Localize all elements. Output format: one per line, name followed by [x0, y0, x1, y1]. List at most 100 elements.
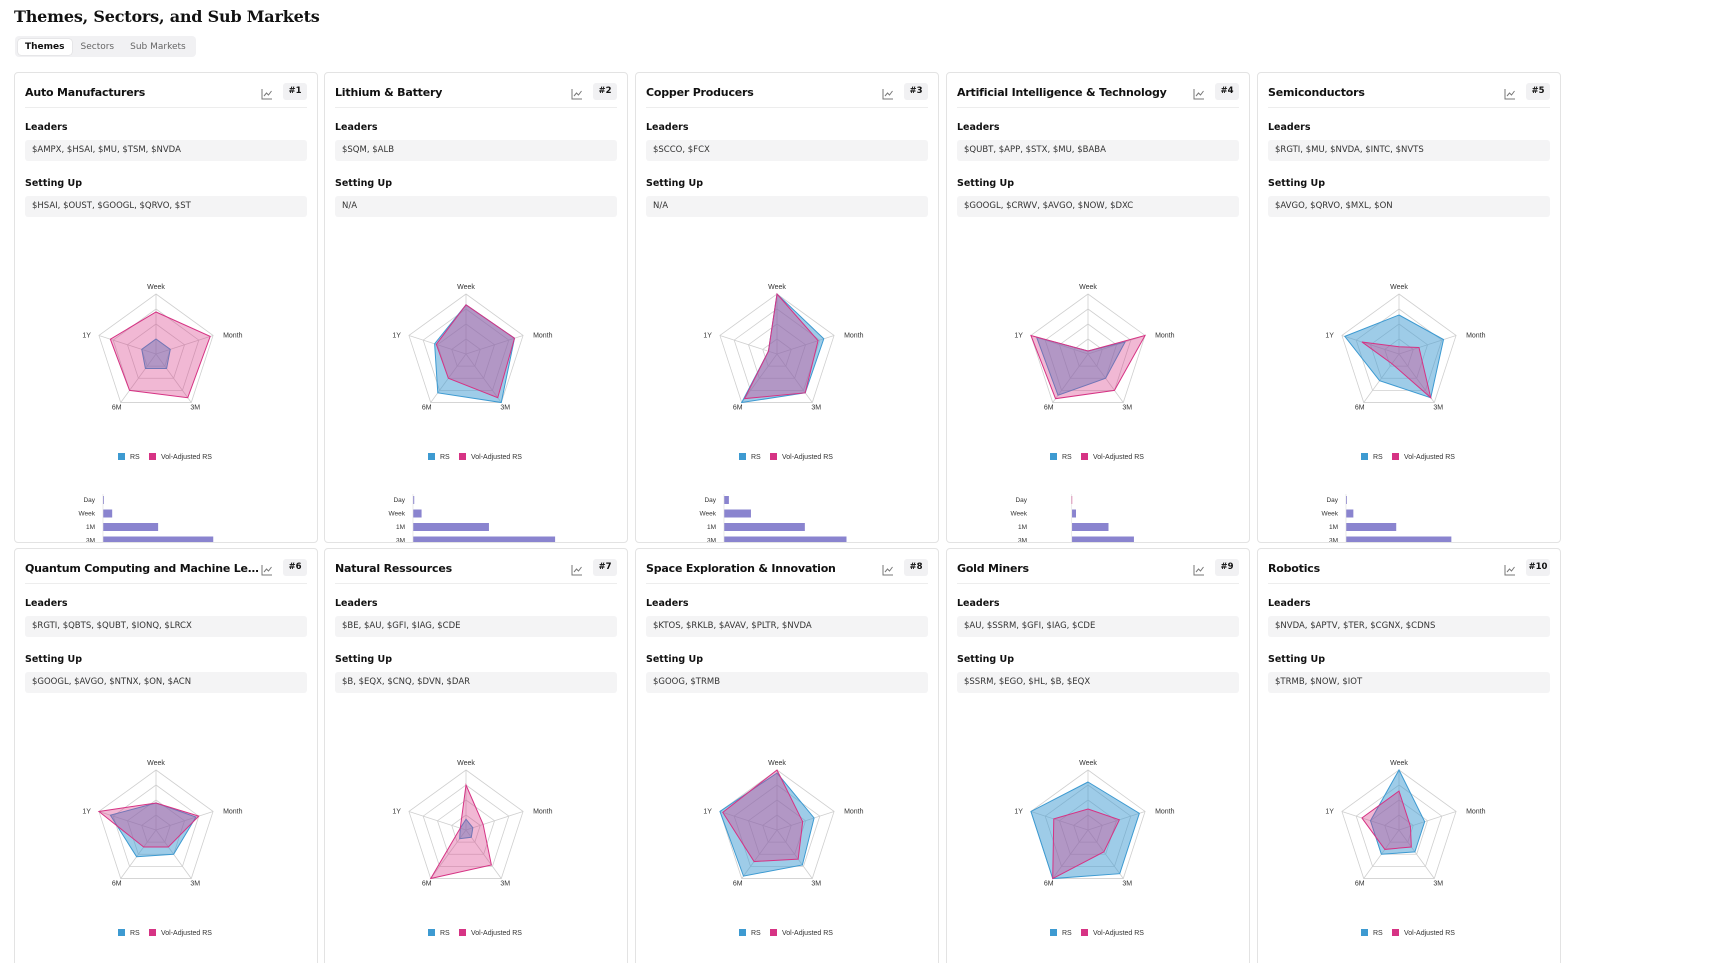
radar-axis-label: 3M: [1122, 881, 1132, 888]
radar-grid-ring: [1341, 293, 1457, 403]
radar-axis-label: Month: [223, 332, 243, 339]
bar: [103, 523, 159, 531]
radar-series-vol-adjusted-rs: [97, 802, 200, 848]
setting-up-label: Setting Up: [646, 178, 704, 189]
radar-axis-label: 1Y: [82, 808, 91, 815]
tab-themes[interactable]: Themes: [18, 38, 72, 55]
radar-axis-label: 3M: [1433, 405, 1443, 412]
leaders-label: Leaders: [25, 122, 68, 133]
rank-badge: #5: [1526, 83, 1550, 100]
line-chart-icon[interactable]: [882, 87, 894, 100]
card-title: Copper Producers: [646, 86, 754, 99]
rank-badge: #10: [1526, 559, 1550, 576]
bar: [1071, 509, 1076, 518]
leaders-tickers: $SCCO, $FCX: [646, 140, 928, 161]
line-chart-icon[interactable]: [571, 87, 583, 100]
theme-card: Gold Miners #9 Leaders $AU, $SSRM, $GFI, $I…: [946, 548, 1250, 963]
bar: [413, 509, 422, 518]
legend-label-vol-adjusted-rs: Vol-Adjusted RS: [1404, 454, 1455, 461]
line-chart-icon[interactable]: [882, 563, 894, 576]
radar-series-rs: [141, 338, 171, 370]
radar-axis-label: 6M: [112, 405, 122, 412]
leaders-label: Leaders: [25, 598, 68, 609]
legend-swatch-rs: [739, 453, 746, 460]
leaders-label: Leaders: [335, 122, 378, 133]
line-chart-icon[interactable]: [571, 563, 583, 576]
line-chart-icon[interactable]: [261, 563, 273, 576]
card-title: Space Exploration & Innovation: [646, 562, 836, 575]
setting-up-label: Setting Up: [335, 178, 393, 189]
line-chart-icon[interactable]: [1504, 87, 1516, 100]
leaders-tickers: $RGTI, $QBTS, $QUBT, $IONQ, $LRCX: [25, 616, 307, 637]
rank-badge: #6: [283, 559, 307, 576]
rank-badge: #2: [593, 83, 617, 100]
leaders-label: Leaders: [1268, 122, 1311, 133]
line-chart-icon[interactable]: [1193, 563, 1205, 576]
legend-label-vol-adjusted-rs: Vol-Adjusted RS: [161, 930, 212, 937]
line-chart-icon[interactable]: [261, 87, 273, 100]
radar-axis-label: 3M: [500, 881, 510, 888]
radar-axis-label: 6M: [112, 881, 122, 888]
radar-series-vol-adjusted-rs: [722, 769, 804, 863]
leaders-tickers: $QUBT, $APP, $STX, $MU, $BABA: [957, 140, 1239, 161]
theme-card: Semiconductors #5 Leaders $RGTI, $MU, $NVDA…: [1257, 72, 1561, 543]
radar-axis-label: Week: [1079, 760, 1097, 767]
radar-axis-label: 1Y: [1014, 332, 1023, 339]
bar: [1071, 523, 1109, 531]
theme-card: Robotics #10 Leaders $NVDA, $APTV, $TER, $C…: [1257, 548, 1561, 963]
setting-up-tickers: N/A: [335, 196, 617, 217]
radar-axis-label: 1Y: [703, 332, 712, 339]
legend-swatch-vol-adjusted-rs: [770, 929, 777, 936]
radar-chart: Week Month 3M 6M 1Y RS Vol-Adjusted RS: [1325, 760, 1485, 937]
radar-axis-label: 3M: [500, 405, 510, 412]
legend-label-rs: RS: [130, 930, 140, 937]
radar-axis-label: Month: [844, 808, 864, 815]
radar-axis-label: 1Y: [392, 332, 401, 339]
line-chart-icon[interactable]: [1504, 563, 1516, 576]
card-title: Auto Manufacturers: [25, 86, 146, 99]
rank-badge: #7: [593, 559, 617, 576]
setting-up-label: Setting Up: [1268, 654, 1326, 665]
bar-category-label: 1M: [396, 524, 405, 531]
radar-axis-label: Week: [457, 284, 475, 291]
radar-chart: Week Month 3M 6M 1Y RS Vol-Adjusted RS Day Week 1…: [1322, 284, 1486, 542]
radar-series-vol-adjusted-rs: [109, 311, 211, 399]
rank-badge: #8: [904, 559, 928, 576]
radar-axis-label: Month: [533, 332, 553, 339]
legend-label-rs: RS: [440, 454, 450, 461]
radar-series-rs: [719, 772, 815, 877]
bar: [1071, 536, 1134, 542]
legend-swatch-rs: [118, 453, 125, 460]
radar-axis-label: 3M: [1122, 405, 1132, 412]
radar-grid-ring: [422, 784, 510, 867]
radar-grid-ring: [1030, 293, 1146, 403]
radar-chart: Week Month 3M 6M 1Y RS Vol-Adjusted RS: [1014, 760, 1174, 937]
leaders-label: Leaders: [646, 122, 689, 133]
line-chart-icon[interactable]: [1193, 87, 1205, 100]
setting-up-tickers: $B, $EQX, $CNQ, $DVN, $DAR: [335, 672, 617, 693]
radar-axis-label: Week: [147, 760, 165, 767]
radar-series-rs: [1343, 314, 1445, 399]
leaders-label: Leaders: [957, 598, 1000, 609]
bar-category-label: 3M: [1018, 538, 1027, 544]
bar-category-label: Week: [389, 511, 406, 518]
radar-series-vol-adjusted-rs: [1030, 334, 1147, 400]
tab-sectors[interactable]: Sectors: [80, 41, 115, 52]
theme-card: Space Exploration & Innovation #8 Leaders $…: [635, 548, 939, 963]
bar-category-label: Week: [1322, 511, 1339, 518]
setting-up-tickers: $SSRM, $EGO, $HL, $B, $EQX: [957, 672, 1239, 693]
radar-grid-ring: [1341, 769, 1457, 879]
radar-series-rs: [1030, 781, 1140, 880]
leaders-tickers: $KTOS, $RKLB, $AVAV, $PLTR, $NVDA: [646, 616, 928, 637]
tab-sub-markets[interactable]: Sub Markets: [130, 41, 186, 52]
setting-up-label: Setting Up: [957, 654, 1015, 665]
bar-category-label: 1M: [1018, 524, 1027, 531]
theme-card: Auto Manufacturers #1 Leaders $AMPX, $HSAI,…: [14, 72, 318, 543]
radar-grid-ring: [1044, 308, 1132, 391]
setting-up-label: Setting Up: [1268, 178, 1326, 189]
radar-series-rs: [459, 818, 474, 840]
theme-card: Lithium & Battery #2 Leaders $SQM, $ALB Sett…: [324, 72, 628, 543]
radar-axis-label: Month: [844, 332, 864, 339]
radar-series-rs: [109, 802, 197, 858]
card-title: Gold Miners: [957, 562, 1029, 575]
